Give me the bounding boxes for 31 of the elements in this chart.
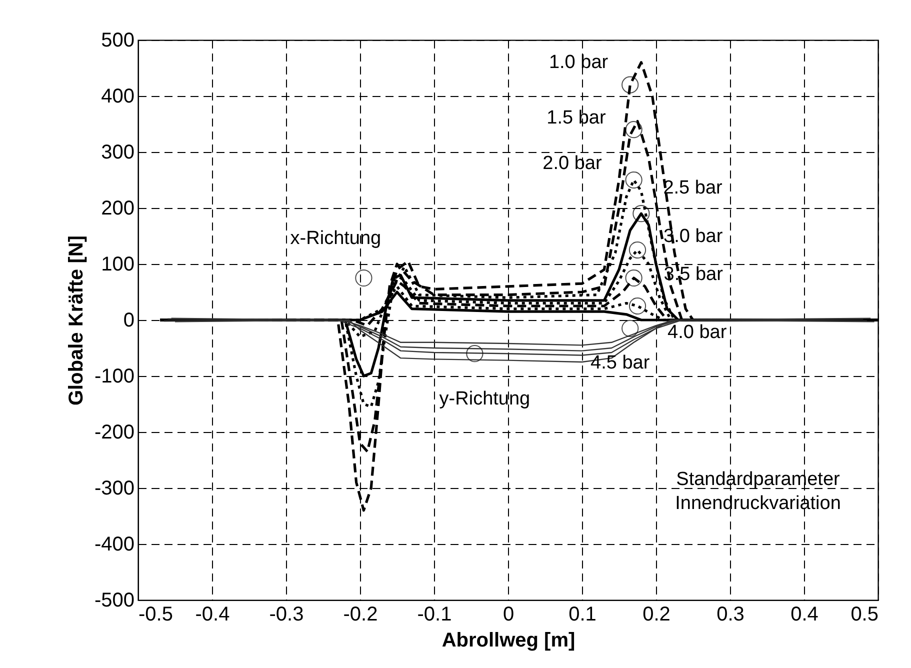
- annotation: 2.0 bar: [542, 153, 602, 174]
- annotation: x-Richtung: [290, 228, 382, 249]
- annotation: 4.0 bar: [668, 322, 728, 343]
- annotation: 2.5 bar: [663, 178, 724, 199]
- x-tick-label: 0.2: [642, 604, 670, 626]
- y-tick-label: 100: [101, 254, 134, 276]
- x-tick-label: -0.4: [195, 604, 230, 626]
- x-tick-label: -0.1: [417, 604, 452, 626]
- y-tick-label: 500: [101, 30, 134, 52]
- y-tick-label: 300: [101, 142, 134, 164]
- y-tick-label: -500: [94, 590, 134, 612]
- y-tick-label: -100: [94, 366, 134, 388]
- x-axis-title: Abrollweg [m]: [442, 630, 576, 652]
- x-tick-label: -0.2: [343, 604, 378, 626]
- x-tick-label: 0.1: [568, 604, 596, 626]
- x-tick-label: 0.4: [790, 604, 818, 626]
- x-tick-label: 0.3: [716, 604, 744, 626]
- x-tick-label: 0: [502, 604, 514, 626]
- y-tick-label: -300: [94, 478, 134, 500]
- x-tick-label: -0.5: [138, 604, 173, 626]
- x-tick-label: -0.3: [269, 604, 304, 626]
- y-axis-title: Globale Kräfte [N]: [65, 235, 88, 406]
- y-tick-label: 200: [101, 198, 134, 220]
- annotation: 1.5 bar: [546, 108, 606, 129]
- y-tick-label: -400: [94, 534, 134, 556]
- y-tick-label: 0: [123, 310, 134, 332]
- x-tick-label: 0.5: [850, 604, 878, 626]
- y-tick-label: -200: [94, 422, 134, 444]
- annotation: Standardparameter Innendruckvariation: [675, 469, 841, 514]
- annotation: y-Richtung: [439, 388, 530, 410]
- y-tick-label: 400: [101, 86, 134, 108]
